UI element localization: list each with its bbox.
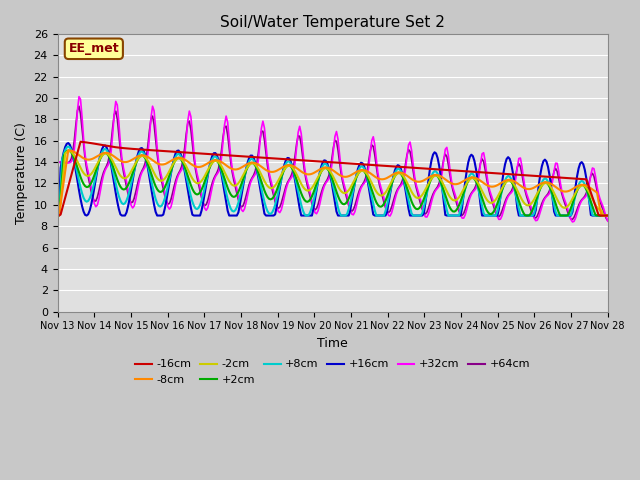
+8cm xyxy=(604,213,612,218)
+32cm xyxy=(220,139,227,144)
Line: +16cm: +16cm xyxy=(58,143,608,216)
+8cm xyxy=(575,182,582,188)
Line: -2cm: -2cm xyxy=(58,151,608,216)
+8cm xyxy=(123,198,131,204)
+2cm xyxy=(54,213,61,218)
Line: -8cm: -8cm xyxy=(58,150,608,216)
Line: +8cm: +8cm xyxy=(58,146,608,216)
+8cm xyxy=(247,156,255,162)
-8cm xyxy=(220,160,227,166)
-2cm xyxy=(54,213,61,218)
Line: +32cm: +32cm xyxy=(58,96,608,222)
Y-axis label: Temperature (C): Temperature (C) xyxy=(15,122,28,224)
+8cm xyxy=(65,144,72,149)
-16cm xyxy=(77,139,84,144)
+8cm xyxy=(220,176,227,181)
+32cm xyxy=(75,94,83,99)
+2cm xyxy=(247,160,255,166)
+2cm xyxy=(237,181,245,187)
-16cm xyxy=(296,157,303,163)
-8cm xyxy=(237,165,245,170)
-8cm xyxy=(604,213,612,218)
-16cm xyxy=(237,153,245,159)
-2cm xyxy=(604,213,612,218)
+16cm xyxy=(575,166,582,171)
+8cm xyxy=(296,195,303,201)
+16cm xyxy=(123,210,131,216)
+64cm xyxy=(296,133,303,139)
-8cm xyxy=(247,160,255,166)
+32cm xyxy=(604,218,612,224)
Line: +2cm: +2cm xyxy=(58,150,608,216)
+32cm xyxy=(237,207,245,213)
-8cm xyxy=(54,213,61,218)
-2cm xyxy=(65,148,72,154)
+2cm xyxy=(220,171,227,177)
+16cm xyxy=(247,153,255,158)
+64cm xyxy=(575,203,582,208)
+64cm xyxy=(220,134,227,140)
+16cm xyxy=(296,205,303,211)
+32cm xyxy=(247,180,255,185)
+2cm xyxy=(65,147,72,153)
+16cm xyxy=(604,213,612,218)
+32cm xyxy=(123,179,131,184)
-2cm xyxy=(247,161,255,167)
+32cm xyxy=(569,219,577,225)
+16cm xyxy=(237,192,245,198)
-2cm xyxy=(296,178,303,184)
+64cm xyxy=(247,178,255,183)
+16cm xyxy=(65,140,72,146)
+16cm xyxy=(54,213,61,218)
-2cm xyxy=(237,176,245,181)
+64cm xyxy=(75,103,83,109)
+32cm xyxy=(296,123,303,129)
Title: Soil/Water Temperature Set 2: Soil/Water Temperature Set 2 xyxy=(220,15,445,30)
+8cm xyxy=(54,213,61,218)
+2cm xyxy=(575,185,582,191)
+64cm xyxy=(54,159,61,165)
+2cm xyxy=(296,186,303,192)
+2cm xyxy=(123,185,131,191)
+16cm xyxy=(220,181,227,187)
+32cm xyxy=(54,159,61,165)
+64cm xyxy=(604,218,612,224)
-16cm xyxy=(220,152,227,158)
-16cm xyxy=(604,213,612,218)
+32cm xyxy=(577,201,584,206)
+8cm xyxy=(237,187,245,193)
Text: EE_met: EE_met xyxy=(68,42,119,55)
Line: -16cm: -16cm xyxy=(58,142,608,216)
+64cm xyxy=(123,184,131,190)
-2cm xyxy=(123,175,131,180)
+64cm xyxy=(237,204,245,210)
-16cm xyxy=(247,154,255,160)
Line: +64cm: +64cm xyxy=(58,106,608,221)
-8cm xyxy=(123,159,131,165)
-8cm xyxy=(575,183,582,189)
+2cm xyxy=(604,213,612,218)
-16cm xyxy=(54,213,61,218)
-8cm xyxy=(66,147,74,153)
-16cm xyxy=(123,145,131,151)
-2cm xyxy=(575,185,582,191)
-2cm xyxy=(220,166,227,172)
-16cm xyxy=(575,176,582,182)
X-axis label: Time: Time xyxy=(317,337,348,350)
Legend: -16cm, -8cm, -2cm, +2cm, +8cm, +16cm, +32cm, +64cm: -16cm, -8cm, -2cm, +2cm, +8cm, +16cm, +3… xyxy=(131,355,534,389)
-8cm xyxy=(296,168,303,173)
